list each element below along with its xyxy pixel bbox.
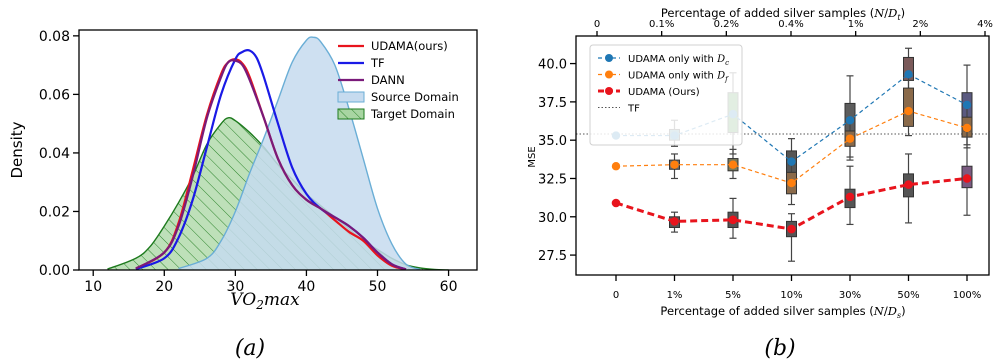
panel-a-frame <box>78 29 478 271</box>
series-point <box>904 106 913 116</box>
panel-a-ytick-label: 0.06 <box>39 87 70 103</box>
boxplot <box>786 213 797 262</box>
series-point <box>962 100 972 110</box>
panel-a-xtick-label: 20 <box>155 279 173 295</box>
panel-a-xtick-label: 60 <box>440 279 458 295</box>
legend-swatch <box>337 91 365 103</box>
series-point <box>845 134 855 143</box>
panel-b-xtick-label: 1% <box>667 290 683 301</box>
legend-entry: TF <box>338 56 385 70</box>
panel-a-xtick-label: 30 <box>226 279 244 295</box>
legend-entry: Target Domain <box>337 107 455 121</box>
series-point <box>787 224 796 234</box>
series-point <box>845 192 855 202</box>
series-point <box>904 70 913 79</box>
legend-entry: UDAMA only with Dc <box>598 54 729 67</box>
panel-b-legend: UDAMA only with Dc UDAMA only with Df UDAM… <box>589 44 743 146</box>
legend-entry: UDAMA (Ours) <box>598 87 700 98</box>
panel-b-xtick-label: 10% <box>780 290 802 301</box>
panel-b-ytick-label: 40.0 <box>538 58 567 73</box>
panel-b-xtick-label: 100% <box>953 290 982 301</box>
panel-b-top-tick-label: 0.4% <box>778 19 803 30</box>
panel-b-xtick-label: 50% <box>897 290 919 301</box>
series-point <box>962 123 972 133</box>
panel-b-mse-chart: 0 1% 5% 10% 30% 50% 100% 0 0.1% 0.2% 0.4% 1% 2% 4% 2… <box>527 6 993 361</box>
series-point <box>904 180 913 189</box>
panel-a-density-chart: 10 20 30 40 50 60 0.00 0.02 0.04 0.06 0.08 VO2max… <box>8 29 478 361</box>
panel-a-xtick-label: 40 <box>298 279 316 295</box>
panel-b-top-tick-label: 0.1% <box>649 19 674 30</box>
panel-b-ylabel: MSE <box>527 146 538 167</box>
series-point <box>787 157 796 166</box>
legend-label: UDAMA(ours) <box>371 39 448 53</box>
panel-a-ytick-label: 0.02 <box>39 204 70 220</box>
area-source-domain <box>178 37 421 270</box>
panel-b-xtick-label: 0 <box>613 290 619 301</box>
panel-a-ytick-label: 0.08 <box>39 29 70 45</box>
panel-a-legend: UDAMA(ours) TF DANN Source Domain Target Dom… <box>337 39 459 121</box>
boxplot <box>903 72 914 137</box>
panel-a-xtick-label: 50 <box>369 279 387 295</box>
panel-b-top-tick-label: 2% <box>912 19 928 30</box>
legend-label: UDAMA only with Df <box>628 71 729 84</box>
panel-a-ytick-label: 0.04 <box>39 146 70 162</box>
panel-b-ytick-label: 30.0 <box>538 211 567 226</box>
legend-label: UDAMA only with Dc <box>628 54 729 67</box>
legend-entry: TF <box>598 104 640 115</box>
panel-a-ylabel: Density <box>8 121 26 178</box>
panel-b-label: (b) <box>764 336 795 361</box>
panel-b-top-tick-label: 0.2% <box>714 19 739 30</box>
legend-entry: DANN <box>338 73 405 87</box>
panel-b-top-tick-label: 0 <box>594 19 600 30</box>
panel-b-xtick-label: 5% <box>725 290 741 301</box>
panel-b-top-tick-label: 1% <box>848 19 864 30</box>
series-point <box>845 116 855 125</box>
panel-b-ytick-label: 35.0 <box>538 134 567 149</box>
panel-b-top-xlabel: Percentage of added silver samples (N/Dt… <box>661 6 905 22</box>
area-outline-source-domain <box>178 36 421 270</box>
panel-a-xlabel: VO2max <box>230 290 300 312</box>
panel-b-xlabel: Percentage of added silver samples (N/Ds… <box>660 304 905 320</box>
legend-label: DANN <box>371 73 405 87</box>
series-point <box>962 174 972 183</box>
legend-frame <box>589 44 743 146</box>
series-point <box>670 217 679 226</box>
panel-b-ytick-label: 27.5 <box>538 249 567 264</box>
series-point <box>787 178 796 188</box>
panel-a-label: (a) <box>235 336 265 361</box>
panel-a-ytick-label: 0.00 <box>39 263 70 279</box>
legend-marker <box>605 70 613 79</box>
panel-b-top-tick-label: 4% <box>977 19 993 30</box>
legend-label: Target Domain <box>370 107 455 121</box>
legend-entry: UDAMA only with Df <box>598 70 729 84</box>
line-dann <box>135 59 407 270</box>
legend-marker <box>605 87 613 95</box>
legend-marker <box>605 54 613 62</box>
panel-b-frame <box>575 35 990 276</box>
legend-label: TF <box>370 56 385 70</box>
panel-a-xtick-label: 10 <box>84 279 102 295</box>
legend-swatch-hatch <box>338 109 364 119</box>
series-point <box>611 162 621 171</box>
series-point <box>611 198 621 208</box>
legend-entry: UDAMA(ours) <box>338 39 448 53</box>
legend-label: Source Domain <box>371 90 459 104</box>
panel-b-xtick-label: 30% <box>839 290 861 301</box>
legend-label: TF <box>627 104 640 115</box>
series-point <box>728 215 738 225</box>
legend-entry: Source Domain <box>337 90 459 104</box>
series-point <box>728 160 738 169</box>
legend-label: UDAMA (Ours) <box>628 87 700 98</box>
boxplot <box>961 130 973 216</box>
series-point <box>670 160 679 169</box>
panel-b-ytick-label: 32.5 <box>538 172 567 187</box>
panel-b-ytick-label: 37.5 <box>538 96 567 111</box>
